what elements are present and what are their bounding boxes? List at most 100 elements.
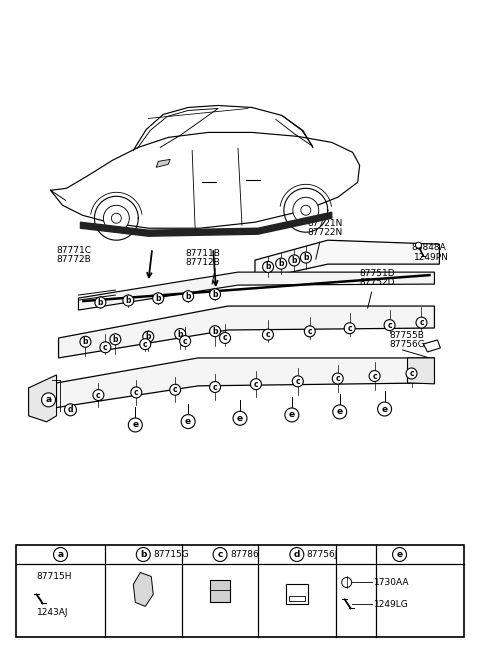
Bar: [210, 580, 230, 603]
Text: e: e: [396, 550, 403, 559]
Text: e: e: [132, 421, 138, 430]
Text: c: c: [183, 337, 188, 346]
Circle shape: [54, 548, 68, 561]
Polygon shape: [133, 572, 153, 607]
Text: c: c: [253, 380, 258, 388]
Text: c: c: [265, 330, 270, 339]
Polygon shape: [29, 375, 57, 422]
Text: c: c: [419, 318, 424, 327]
Circle shape: [80, 336, 91, 347]
Polygon shape: [255, 240, 439, 280]
Circle shape: [210, 381, 220, 392]
Text: b: b: [303, 253, 309, 262]
Text: c: c: [143, 340, 147, 348]
Circle shape: [333, 405, 347, 419]
Circle shape: [285, 408, 299, 422]
Bar: [289, 597, 305, 601]
Text: b: b: [212, 290, 218, 299]
Circle shape: [416, 317, 427, 328]
Circle shape: [219, 333, 230, 343]
Text: b: b: [113, 335, 118, 344]
Text: c: c: [372, 371, 377, 381]
Polygon shape: [408, 358, 434, 384]
Circle shape: [136, 548, 150, 561]
Text: 86848A: 86848A: [411, 243, 446, 252]
Text: c: c: [173, 385, 178, 394]
Text: c: c: [409, 369, 414, 378]
Circle shape: [416, 242, 421, 248]
Circle shape: [103, 205, 129, 231]
Bar: [16, 544, 464, 637]
Circle shape: [393, 548, 407, 561]
Text: 87715H: 87715H: [36, 572, 72, 581]
Text: b: b: [185, 291, 191, 301]
Circle shape: [263, 329, 274, 340]
Text: a: a: [58, 550, 63, 559]
Circle shape: [289, 255, 300, 266]
Text: d: d: [68, 405, 73, 415]
Text: b: b: [145, 332, 151, 341]
Circle shape: [128, 418, 142, 432]
Text: b: b: [212, 327, 218, 335]
Circle shape: [210, 326, 220, 337]
Circle shape: [290, 548, 304, 561]
Circle shape: [100, 342, 111, 353]
Text: 87786: 87786: [230, 550, 259, 559]
Text: c: c: [296, 377, 300, 386]
Polygon shape: [59, 306, 434, 358]
Text: b: b: [97, 298, 103, 307]
Circle shape: [183, 291, 193, 302]
Text: e: e: [237, 414, 243, 422]
Circle shape: [406, 368, 417, 379]
Circle shape: [301, 205, 311, 215]
Text: 87721N: 87721N: [308, 219, 343, 228]
Text: c: c: [223, 333, 228, 343]
Circle shape: [111, 214, 121, 223]
Text: c: c: [387, 320, 392, 329]
Text: e: e: [382, 405, 388, 413]
Circle shape: [263, 261, 274, 272]
Circle shape: [123, 295, 134, 306]
Text: 87771C: 87771C: [57, 246, 92, 255]
Text: b: b: [178, 329, 183, 339]
Text: e: e: [289, 411, 295, 419]
Text: b: b: [140, 550, 146, 559]
Text: 87755B: 87755B: [390, 331, 424, 340]
Text: c: c: [308, 327, 312, 336]
Circle shape: [153, 293, 164, 304]
Circle shape: [304, 326, 315, 337]
Text: 87715G: 87715G: [153, 550, 189, 559]
Text: b: b: [278, 259, 284, 268]
Text: 1730AA: 1730AA: [373, 578, 409, 587]
Circle shape: [64, 404, 76, 416]
Text: 1249PN: 1249PN: [413, 253, 448, 262]
Circle shape: [332, 373, 343, 384]
Polygon shape: [29, 358, 434, 412]
Text: 87722N: 87722N: [308, 228, 343, 237]
Circle shape: [110, 334, 121, 345]
Text: c: c: [134, 388, 139, 397]
Text: b: b: [156, 294, 161, 303]
Polygon shape: [156, 159, 170, 167]
Circle shape: [276, 258, 287, 269]
Circle shape: [42, 393, 56, 407]
Text: c: c: [96, 390, 101, 400]
Text: a: a: [46, 396, 52, 404]
Circle shape: [342, 578, 352, 588]
Polygon shape: [78, 272, 434, 310]
Text: 87711B: 87711B: [185, 249, 220, 258]
Circle shape: [175, 329, 186, 339]
Circle shape: [378, 402, 392, 416]
Text: 87751D: 87751D: [360, 269, 395, 278]
Circle shape: [233, 411, 247, 425]
Circle shape: [251, 379, 262, 390]
Text: 1243AJ: 1243AJ: [36, 608, 68, 617]
Circle shape: [292, 376, 303, 387]
Circle shape: [131, 387, 142, 398]
Circle shape: [170, 384, 180, 395]
Text: c: c: [336, 374, 340, 383]
Circle shape: [140, 339, 151, 350]
Circle shape: [384, 320, 395, 331]
Text: e: e: [336, 407, 343, 417]
Text: 87756G: 87756G: [390, 340, 425, 349]
